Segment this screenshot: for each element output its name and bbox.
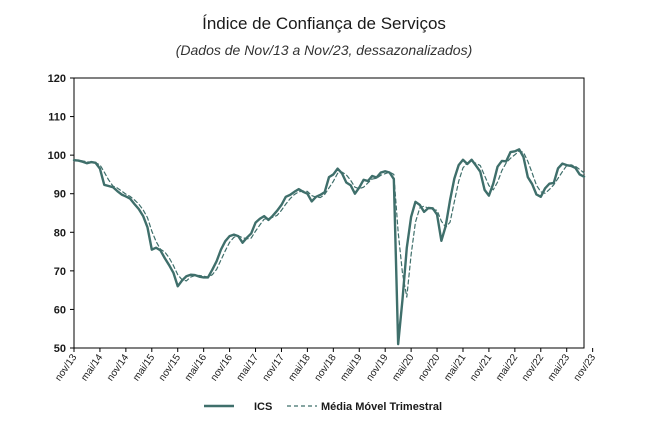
x-tick-label: nov/23 <box>572 352 598 383</box>
y-tick-label: 60 <box>54 304 66 316</box>
plot-area <box>73 77 585 349</box>
legend-label-ics: ICS <box>254 401 272 413</box>
x-tick-label: mai/19 <box>338 352 364 383</box>
chart-title: Índice de Confiança de Serviços <box>202 14 446 33</box>
x-tick-label: mai/20 <box>390 352 416 383</box>
x-tick-label: mai/18 <box>287 352 313 383</box>
x-tick-label: nov/17 <box>261 352 287 383</box>
x-tick-label: mai/21 <box>442 352 468 383</box>
x-tick-label: mai/23 <box>546 352 572 383</box>
x-tick-label: nov/16 <box>209 352 235 383</box>
x-tick-label: nov/18 <box>313 352 339 383</box>
series-line-moving-average <box>73 150 585 298</box>
x-tick-label: mai/22 <box>494 352 520 383</box>
x-tick-label: mai/17 <box>235 352 261 383</box>
legend-label-moving-average: Média Móvel Trimestral <box>321 401 442 413</box>
x-tick-label: nov/15 <box>157 352 183 383</box>
y-tick-label: 50 <box>54 343 66 355</box>
x-tick-label: mai/16 <box>183 352 209 383</box>
x-tick-label: nov/21 <box>468 352 494 383</box>
x-tick-label: nov/22 <box>520 352 546 383</box>
series-line-ics <box>72 148 586 346</box>
y-tick-label: 120 <box>48 73 66 85</box>
y-tick-label: 100 <box>48 150 66 162</box>
chart-subtitle: (Dados de Nov/13 a Nov/23, dessazonaliza… <box>175 42 473 58</box>
x-tick-label: nov/19 <box>364 352 390 383</box>
y-tick-label: 70 <box>54 266 66 278</box>
x-tick-label: mai/15 <box>131 352 157 383</box>
x-tick-label: mai/14 <box>79 352 105 383</box>
chart-legend: ICS Média Móvel Trimestral <box>204 401 442 413</box>
y-tick-label: 80 <box>54 227 66 239</box>
y-tick-label: 90 <box>54 189 66 201</box>
x-tick-label: nov/13 <box>53 352 79 383</box>
y-tick-label: 110 <box>48 112 66 124</box>
x-tick-label: nov/14 <box>105 352 131 383</box>
x-tick-label: nov/20 <box>416 352 442 383</box>
